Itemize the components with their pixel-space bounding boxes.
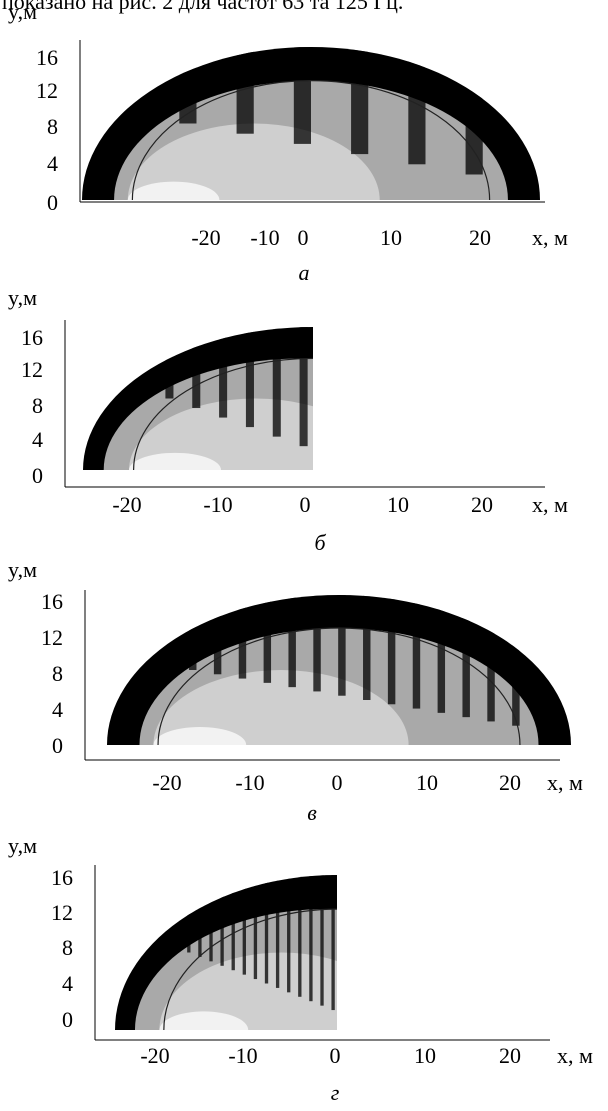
caption: б	[314, 530, 326, 555]
panel: y,м 0 4 8 12 16 -20 -10 0 10 20 x, м б	[8, 285, 568, 581]
y-tick-label: 16	[41, 589, 63, 614]
field	[135, 875, 517, 1111]
x-tick-label: 20	[469, 225, 491, 250]
stripe	[309, 875, 312, 1001]
x-axis-label: x, м	[547, 770, 583, 795]
stripe	[198, 875, 201, 957]
x-tick-label: 20	[499, 1043, 521, 1068]
stripe	[214, 595, 221, 674]
field-white	[129, 453, 221, 487]
x-tick-label: -20	[140, 1043, 169, 1068]
stripe	[294, 47, 311, 144]
x-tick-label: 0	[330, 1043, 341, 1068]
caption: г	[331, 1080, 340, 1105]
y-axis-label: y,м	[8, 557, 37, 582]
stripe	[351, 47, 368, 154]
x-tick-label: -20	[152, 770, 181, 795]
y-tick-label: 16	[51, 865, 73, 890]
y-tick-label: 8	[62, 935, 73, 960]
stripe	[313, 595, 320, 691]
stripe	[408, 47, 425, 164]
x-tick-label: -10	[250, 225, 279, 250]
x-tick-label: -20	[112, 492, 141, 517]
y-tick-label: 4	[62, 971, 73, 996]
y-tick-label: 8	[52, 661, 63, 686]
caption: а	[299, 260, 310, 285]
stripe	[179, 47, 196, 124]
stripe	[243, 875, 246, 975]
y-axis-label: y,м	[8, 0, 37, 24]
y-tick-label: 12	[36, 78, 58, 103]
x-tick-label: 10	[380, 225, 402, 250]
stripe	[273, 327, 281, 437]
x-axis-label: x, м	[532, 492, 568, 517]
y-tick-label: 4	[52, 697, 63, 722]
stripe	[487, 595, 494, 721]
x-tick-label: 0	[332, 770, 343, 795]
stripe	[320, 875, 323, 1006]
y-tick-label: 0	[47, 190, 58, 215]
y-tick-label: 0	[32, 463, 43, 488]
y-axis-label: y,м	[8, 833, 37, 858]
x-tick-label: 20	[471, 492, 493, 517]
x-tick-label: -10	[203, 492, 232, 517]
y-tick-label: 8	[32, 393, 43, 418]
field-white	[128, 182, 220, 219]
stripe	[288, 595, 295, 687]
stripe	[462, 595, 469, 717]
y-tick-label: 12	[41, 625, 63, 650]
stripe	[239, 595, 246, 679]
stripe	[331, 875, 334, 1010]
x-tick-label: -10	[228, 1043, 257, 1068]
y-tick-label: 0	[62, 1007, 73, 1032]
header-text: показано на рис. 2 для частот 63 та 125 …	[2, 0, 403, 14]
y-tick-label: 8	[47, 114, 58, 139]
field-white	[153, 727, 246, 763]
stripe	[276, 875, 279, 988]
y-tick-label: 0	[52, 733, 63, 758]
x-tick-label: 0	[300, 492, 311, 517]
panel: y,м 0 4 8 12 16 -20 -10 0 10 20 x, м г	[8, 833, 593, 1111]
y-tick-label: 12	[21, 357, 43, 382]
y-axis-label: y,м	[8, 285, 37, 310]
figure: показано на рис. 2 для частот 63 та 125 …	[0, 0, 608, 1111]
stripe	[287, 875, 290, 992]
y-tick-label: 16	[21, 325, 43, 350]
x-tick-label: -20	[191, 225, 220, 250]
x-axis-label: x, м	[557, 1043, 593, 1068]
stripe	[338, 595, 345, 696]
stripe	[363, 595, 370, 700]
stripe	[220, 875, 223, 966]
stripe	[512, 595, 519, 726]
x-tick-label: 20	[499, 770, 521, 795]
x-tick-label: -10	[235, 770, 264, 795]
y-tick-label: 4	[47, 151, 58, 176]
stripe	[300, 327, 308, 446]
y-tick-label: 4	[32, 427, 43, 452]
panel: y,м 0 4 8 12 16 -20 -10 0 10 20 x, м а	[8, 0, 568, 319]
stripe	[254, 875, 257, 979]
stripe	[466, 47, 483, 175]
stripe	[165, 327, 173, 399]
stripe	[298, 875, 301, 997]
y-tick-label: 16	[36, 45, 58, 70]
stripe	[246, 327, 254, 427]
x-tick-label: 0	[298, 225, 309, 250]
stripe	[192, 327, 200, 408]
stripe	[413, 595, 420, 709]
stripe	[265, 875, 268, 984]
panel: y,м 0 4 8 12 16 -20 -10 0 10 20 x, м в	[8, 557, 583, 862]
x-tick-label: 10	[387, 492, 409, 517]
stripe	[187, 875, 190, 953]
x-tick-label: 10	[414, 1043, 436, 1068]
caption: в	[307, 800, 317, 825]
stripe	[438, 595, 445, 713]
y-tick-label: 12	[51, 900, 73, 925]
x-tick-label: 10	[416, 770, 438, 795]
stripe	[189, 595, 196, 670]
stripe	[232, 875, 235, 970]
x-axis-label: x, м	[532, 225, 568, 250]
stripe	[388, 595, 395, 704]
page: {"header_text": "показано на рис. 2 для …	[0, 0, 608, 1111]
